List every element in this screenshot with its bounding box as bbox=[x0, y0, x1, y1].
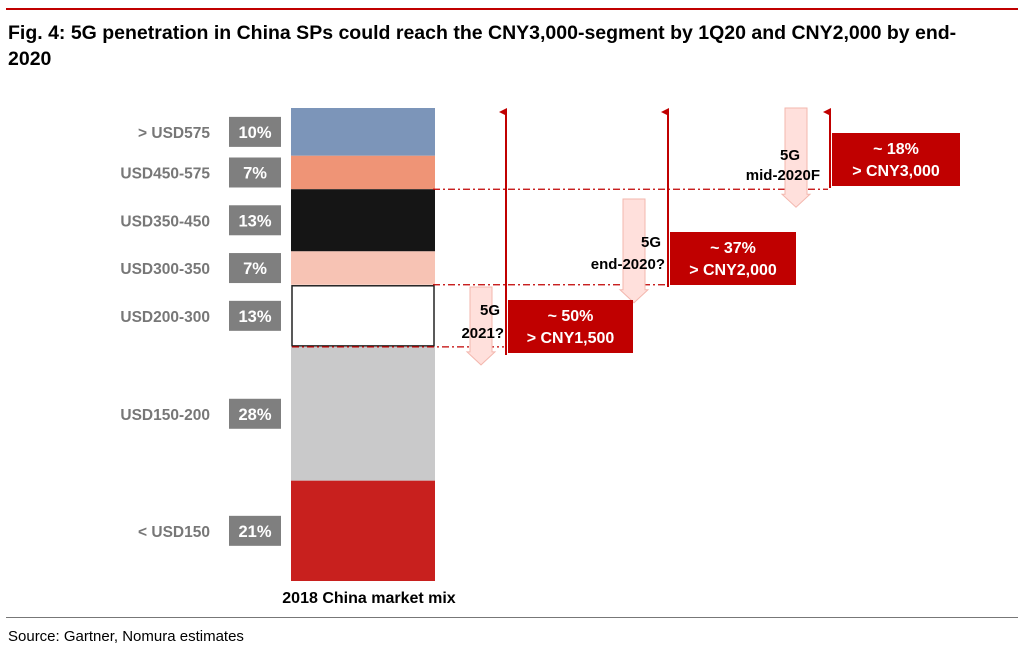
annotation-timing-line1-2: 5G bbox=[480, 302, 500, 319]
callout-threshold-2: > CNY1,500 bbox=[527, 330, 615, 347]
callout-box-0 bbox=[832, 133, 960, 186]
title-top-rule bbox=[6, 8, 1018, 10]
chart-title: Fig. 4: 5G penetration in China SPs coul… bbox=[8, 22, 957, 70]
annotation-timing-line2-2: 2021? bbox=[461, 325, 504, 342]
annotation-timing-line2-1: end-2020? bbox=[591, 256, 665, 273]
callout-threshold-0: > CNY3,000 bbox=[852, 163, 940, 180]
bar-segment-2 bbox=[291, 189, 435, 252]
percent-label-4: 13% bbox=[238, 308, 271, 326]
callout-box-2 bbox=[508, 300, 633, 353]
percent-badge-1 bbox=[229, 157, 281, 188]
percent-labels: 10% 7% 13% 7% 13% 28% 21% bbox=[229, 116, 281, 546]
percent-label-2: 13% bbox=[238, 212, 271, 230]
callout-share-2: ~ 50% bbox=[548, 308, 594, 325]
bar-segment-3 bbox=[291, 251, 435, 285]
percent-label-6: 21% bbox=[238, 523, 271, 541]
percent-badge-4 bbox=[229, 300, 281, 331]
category-label-3: USD300-350 bbox=[120, 261, 210, 278]
percent-label-1: 7% bbox=[243, 165, 267, 183]
category-labels: > USD575 USD450-575 USD350-450 USD300-350 US… bbox=[120, 125, 210, 541]
annotations: 5G mid-2020F ~ 18% > CNY3,000 5G end-2020? ~ 3… bbox=[461, 107, 960, 366]
percent-label-3: 7% bbox=[243, 260, 267, 278]
stacked-bar bbox=[291, 108, 435, 581]
callout-threshold-1: > CNY2,000 bbox=[689, 262, 777, 279]
bar-segment-4 bbox=[291, 285, 435, 347]
callout-share-0: ~ 18% bbox=[873, 141, 919, 158]
chart-area: 10% 7% 13% 7% 13% 28% 21% > USD575 USD450-575 US… bbox=[120, 107, 960, 607]
bar-segment-6 bbox=[291, 480, 435, 581]
annotation-timing-line2-0: mid-2020F bbox=[746, 167, 820, 184]
down-arrow-0 bbox=[780, 107, 812, 208]
source-note: Source: Gartner, Nomura estimates bbox=[8, 628, 244, 645]
callout-share-1: ~ 37% bbox=[710, 240, 756, 257]
annotation-timing-line1-1: 5G bbox=[641, 234, 661, 251]
bar-segment-1 bbox=[291, 155, 435, 190]
percent-badge-0 bbox=[229, 116, 281, 147]
down-arrow-1 bbox=[618, 198, 650, 304]
percent-badge-3 bbox=[229, 253, 281, 284]
percent-label-0: 10% bbox=[238, 124, 271, 142]
bar-segment-0 bbox=[291, 108, 435, 156]
bar-segment-5 bbox=[291, 346, 435, 481]
category-label-0: > USD575 bbox=[138, 125, 210, 142]
category-label-6: < USD150 bbox=[138, 524, 210, 541]
threshold-guides bbox=[292, 188, 828, 348]
category-label-4: USD200-300 bbox=[120, 309, 210, 326]
percent-badge-5 bbox=[229, 398, 281, 429]
x-axis-label: 2018 China market mix bbox=[282, 590, 456, 607]
annotation-timing-line1-0: 5G bbox=[780, 147, 800, 164]
category-label-1: USD450-575 bbox=[120, 166, 210, 183]
percent-badge-2 bbox=[229, 205, 281, 236]
callout-box-1 bbox=[670, 232, 796, 285]
percent-label-5: 28% bbox=[238, 406, 271, 424]
down-arrow-2 bbox=[465, 286, 497, 366]
category-label-2: USD350-450 bbox=[120, 213, 210, 230]
percent-badge-6 bbox=[229, 515, 281, 546]
source-rule bbox=[6, 617, 1018, 618]
category-label-5: USD150-200 bbox=[120, 407, 210, 424]
